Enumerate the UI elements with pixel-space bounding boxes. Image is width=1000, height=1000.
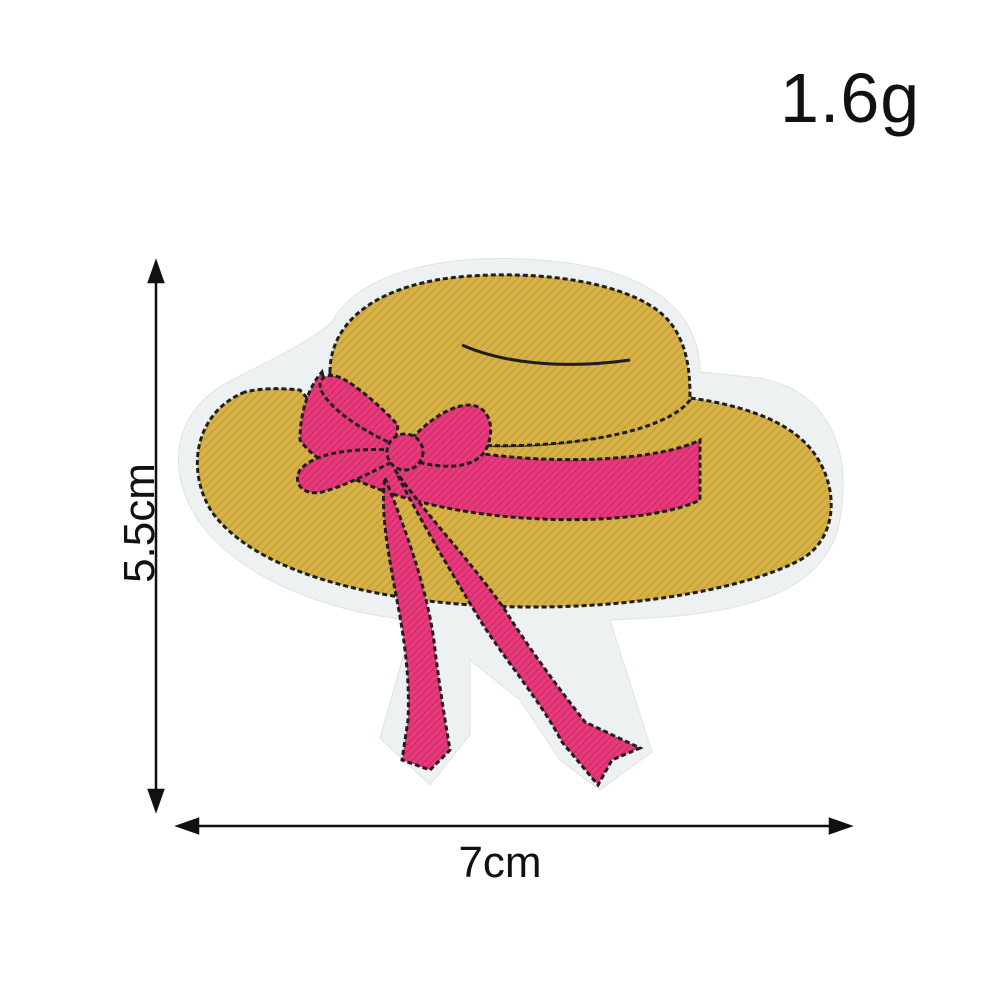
ribbon-bow [296, 374, 493, 495]
width-dimension-label: 7cm [458, 838, 542, 887]
height-dimension-label: 5.5cm [115, 463, 164, 583]
width-arrow [174, 817, 854, 835]
height-arrow [147, 258, 165, 814]
weight-label: 1.6g [780, 59, 921, 137]
ribbon-tails [381, 469, 644, 788]
